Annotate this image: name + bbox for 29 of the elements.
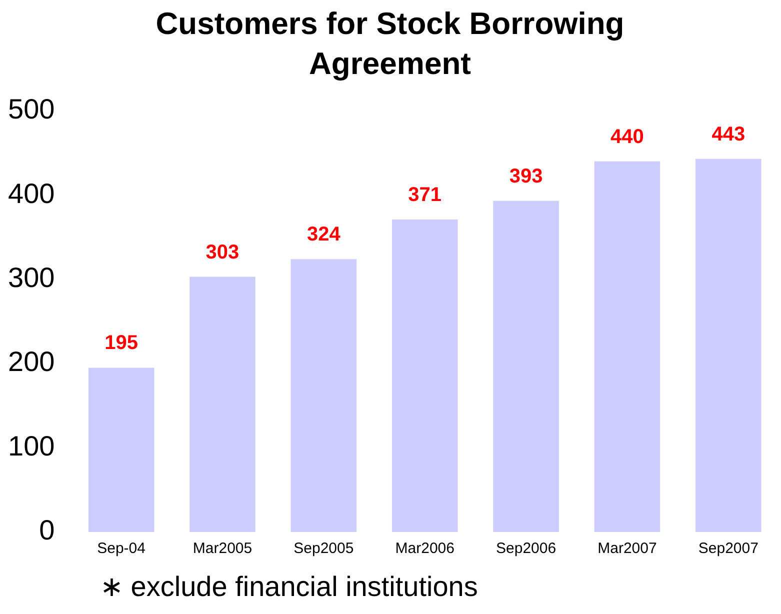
y-tick-label: 0 (39, 514, 55, 546)
text: ∗ exclude financial institutions (100, 570, 478, 603)
bar (594, 161, 660, 532)
data-label: 371 (408, 184, 442, 206)
y-tick-label: 200 (8, 346, 55, 378)
x-tick-label: Sep2007 (698, 540, 758, 558)
y-tick-label: 500 (8, 94, 55, 125)
x-tick-label: Mar2006 (395, 540, 454, 558)
bar (493, 200, 559, 532)
x-tick-label: Mar2005 (192, 540, 252, 558)
bar (88, 368, 154, 532)
data-label: 440 (610, 126, 644, 148)
data-label: 393 (509, 165, 543, 188)
y-tick-label: 400 (8, 178, 55, 209)
x-tick-label: Sep2005 (294, 540, 354, 558)
y-tick-label: 300 (8, 262, 55, 293)
chart-title: Customers for Stock Borrowing Agreement (154, 5, 626, 83)
data-label: 195 (104, 332, 138, 354)
x-tick-label: Sep-04 (97, 540, 146, 558)
x-tick-label: Mar2007 (598, 540, 657, 558)
data-label: 303 (206, 241, 240, 264)
y-tick-label: 100 (8, 430, 55, 462)
bar (696, 158, 762, 532)
x-tick-label: Sep2006 (496, 540, 556, 558)
bar (190, 276, 256, 532)
data-label: 324 (306, 224, 342, 246)
bar (290, 259, 357, 532)
bar (392, 219, 458, 532)
data-label: 443 (712, 123, 746, 146)
